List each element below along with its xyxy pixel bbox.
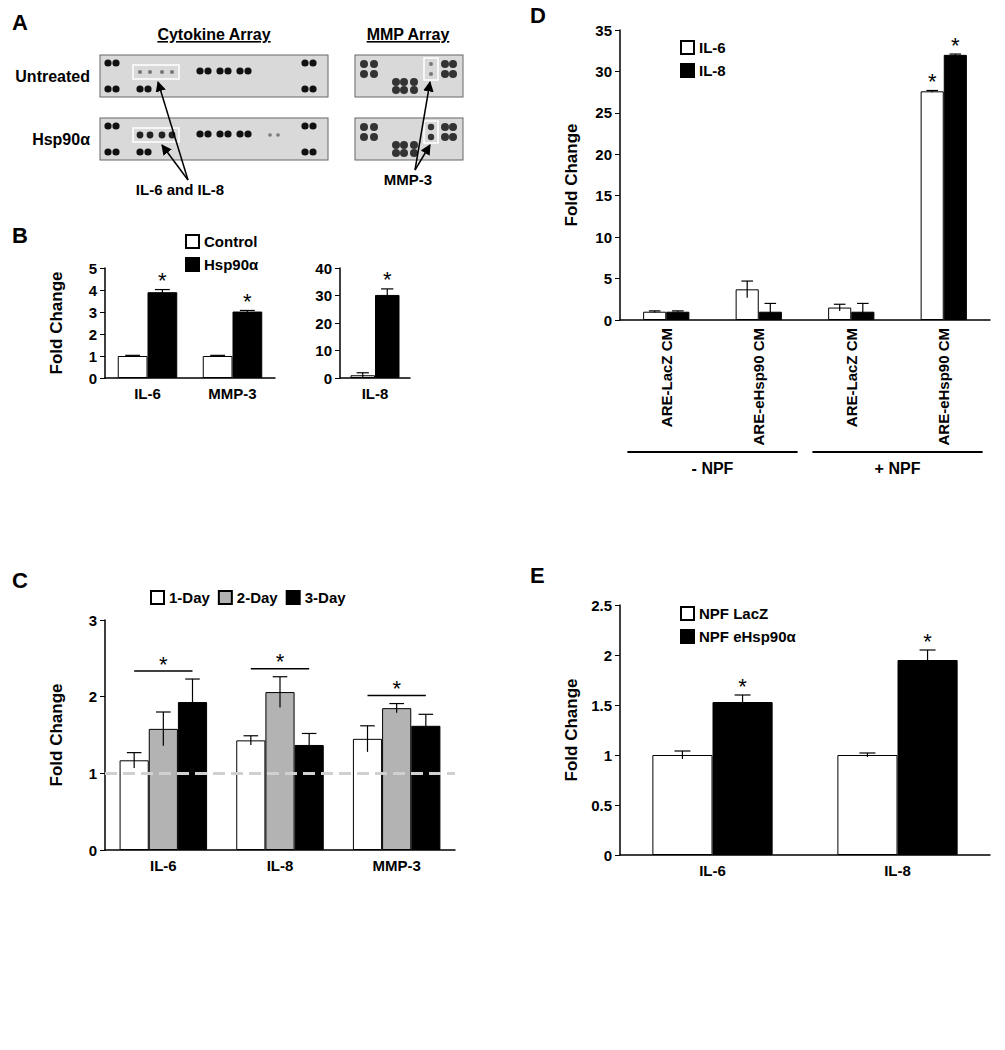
svg-text:*: * [928, 69, 937, 94]
svg-text:15: 15 [595, 187, 612, 204]
svg-text:IL-8: IL-8 [362, 385, 389, 402]
svg-text:10: 10 [315, 342, 332, 359]
svg-text:*: * [243, 289, 252, 314]
svg-text:Untreated: Untreated [15, 68, 90, 85]
svg-text:3: 3 [89, 304, 97, 321]
svg-text:IL-8: IL-8 [884, 862, 911, 879]
svg-text:IL-6: IL-6 [699, 862, 726, 879]
svg-text:IL-6 and IL-8: IL-6 and IL-8 [136, 181, 224, 198]
svg-text:IL-6: IL-6 [150, 857, 177, 874]
svg-text:Hsp90α: Hsp90α [204, 256, 259, 273]
svg-text:ARE-eHsp90 CM: ARE-eHsp90 CM [750, 328, 767, 446]
svg-text:A: A [12, 10, 28, 35]
svg-text:D: D [530, 3, 546, 28]
svg-text:Hsp90α: Hsp90α [32, 131, 90, 148]
svg-text:2-Day: 2-Day [237, 589, 279, 606]
svg-text:1: 1 [604, 747, 612, 764]
svg-text:20: 20 [595, 146, 612, 163]
svg-text:0: 0 [604, 312, 612, 329]
svg-text:40: 40 [315, 260, 332, 277]
svg-text:5: 5 [604, 270, 612, 287]
svg-text:2.5: 2.5 [591, 597, 612, 614]
svg-text:*: * [159, 652, 168, 677]
svg-text:*: * [738, 674, 747, 699]
svg-text:30: 30 [595, 63, 612, 80]
svg-text:0: 0 [89, 370, 97, 387]
svg-text:10: 10 [595, 229, 612, 246]
svg-text:25: 25 [595, 104, 612, 121]
svg-text:*: * [383, 267, 392, 292]
svg-text:IL-6: IL-6 [699, 39, 726, 56]
svg-text:Fold Change: Fold Change [562, 124, 581, 227]
svg-text:1-Day: 1-Day [169, 589, 211, 606]
svg-text:5: 5 [89, 260, 97, 277]
svg-text:+ NPF: + NPF [875, 460, 921, 477]
svg-text:4: 4 [89, 282, 98, 299]
svg-text:1: 1 [89, 348, 97, 365]
svg-text:IL-8: IL-8 [699, 62, 726, 79]
svg-text:ARE-LacZ CM: ARE-LacZ CM [658, 328, 675, 427]
svg-text:3-Day: 3-Day [305, 589, 347, 606]
svg-text:*: * [392, 676, 401, 701]
svg-text:2: 2 [604, 647, 612, 664]
svg-text:MMP Array: MMP Array [367, 26, 450, 43]
svg-text:*: * [951, 33, 960, 58]
svg-text:2: 2 [89, 688, 97, 705]
svg-text:3: 3 [89, 612, 97, 629]
svg-text:35: 35 [595, 22, 612, 39]
svg-text:ARE-LacZ CM: ARE-LacZ CM [843, 328, 860, 427]
svg-text:0: 0 [604, 847, 612, 864]
svg-text:0: 0 [324, 370, 332, 387]
svg-text:Control: Control [204, 233, 257, 250]
svg-text:1: 1 [89, 765, 97, 782]
svg-text:20: 20 [315, 315, 332, 332]
svg-text:E: E [530, 563, 545, 588]
svg-text:NPF LacZ: NPF LacZ [699, 605, 768, 622]
svg-text:30: 30 [315, 287, 332, 304]
svg-text:- NPF: - NPF [692, 460, 734, 477]
svg-text:Fold Change: Fold Change [47, 272, 66, 375]
svg-text:*: * [276, 649, 285, 674]
svg-text:MMP-3: MMP-3 [384, 171, 432, 188]
svg-text:*: * [158, 268, 167, 293]
svg-text:0.5: 0.5 [591, 797, 612, 814]
svg-text:Cytokine Array: Cytokine Array [157, 26, 270, 43]
svg-text:MMP-3: MMP-3 [372, 857, 420, 874]
svg-text:ARE-eHsp90 CM: ARE-eHsp90 CM [935, 328, 952, 446]
svg-text:NPF eHsp90α: NPF eHsp90α [699, 628, 797, 645]
svg-text:IL-8: IL-8 [267, 857, 294, 874]
svg-text:B: B [12, 223, 28, 248]
svg-text:1.5: 1.5 [591, 697, 612, 714]
svg-text:0: 0 [89, 842, 97, 859]
svg-text:Fold Change: Fold Change [562, 679, 581, 782]
svg-text:C: C [12, 568, 28, 593]
svg-text:*: * [923, 629, 932, 654]
svg-text:MMP-3: MMP-3 [208, 385, 256, 402]
svg-text:IL-6: IL-6 [134, 385, 161, 402]
svg-text:2: 2 [89, 326, 97, 343]
svg-text:Fold Change: Fold Change [47, 684, 66, 787]
